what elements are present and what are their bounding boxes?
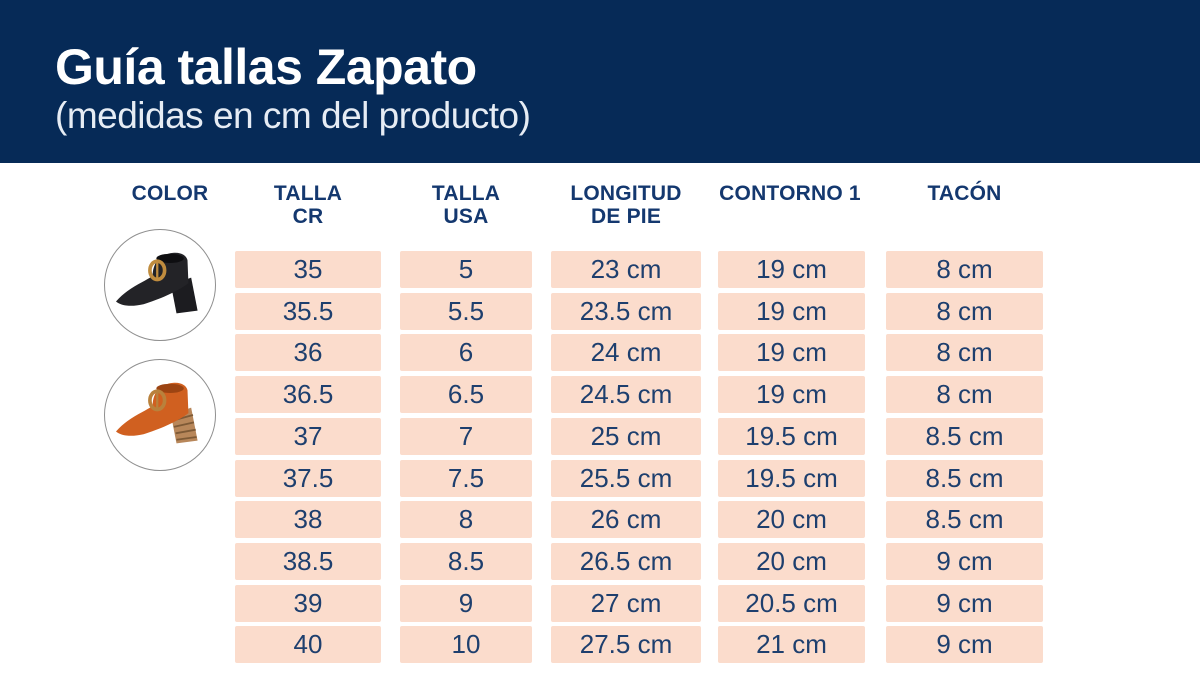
table-cell: 8.5 cm	[886, 460, 1043, 497]
table-cell: 36.5	[235, 376, 381, 413]
column-header-line: LONGITUD	[570, 182, 682, 205]
table-cell: 35.5	[235, 293, 381, 330]
table-cell: 8 cm	[886, 376, 1043, 413]
table-cell: 19.5 cm	[718, 460, 865, 497]
table-cell: 9 cm	[886, 543, 1043, 580]
table-cell: 20.5 cm	[718, 585, 865, 622]
column-header-contorno-1: CONTORNO 1	[700, 182, 880, 205]
table-cell: 8.5 cm	[886, 501, 1043, 538]
table-cell: 19 cm	[718, 293, 865, 330]
table-cell: 26 cm	[551, 501, 701, 538]
table-cell: 24.5 cm	[551, 376, 701, 413]
table-cell: 8 cm	[886, 293, 1043, 330]
black-mule-shoe-icon	[116, 252, 198, 314]
orange-mule-shoe-image	[104, 359, 216, 471]
table-cell: 25 cm	[551, 418, 701, 455]
column-header-longitud-de-pie: LONGITUD DE PIE	[551, 182, 701, 228]
orange-mule-shoe-icon	[116, 382, 198, 444]
table-cell: 27 cm	[551, 585, 701, 622]
table-cell: 38.5	[235, 543, 381, 580]
column-header-line: TALLA	[273, 182, 343, 205]
column-header-line: TACÓN	[927, 182, 1002, 205]
table-cell: 39	[235, 585, 381, 622]
table-cell: 24 cm	[551, 334, 701, 371]
table-cell: 10	[400, 626, 532, 663]
table-cell: 40	[235, 626, 381, 663]
table-cell: 36	[235, 334, 381, 371]
column-header-color: COLOR	[95, 182, 245, 205]
column-header-line: TALLA	[431, 182, 501, 205]
column-header-tacon: TACÓN	[886, 182, 1043, 205]
table-cell: 23 cm	[551, 251, 701, 288]
column-header-line: DE PIE	[590, 205, 662, 228]
table-cell: 38	[235, 501, 381, 538]
table-cell: 8.5 cm	[886, 418, 1043, 455]
table-cell: 20 cm	[718, 543, 865, 580]
table-cell: 23.5 cm	[551, 293, 701, 330]
column-header-line: CONTORNO 1	[719, 182, 861, 205]
table-cell: 6	[400, 334, 532, 371]
column-header-line: USA	[443, 205, 489, 228]
table-cell: 9 cm	[886, 626, 1043, 663]
table-cell: 21 cm	[718, 626, 865, 663]
table-cell: 37	[235, 418, 381, 455]
page-title: Guía tallas Zapato	[55, 39, 477, 95]
table-cell: 6.5	[400, 376, 532, 413]
table-cell: 8 cm	[886, 251, 1043, 288]
table-cell: 5.5	[400, 293, 532, 330]
header-text-block: Guía tallas Zapato (medidas en cm del pr…	[55, 39, 531, 137]
table-cell: 9 cm	[886, 585, 1043, 622]
table-cell: 19 cm	[718, 376, 865, 413]
table-cell: 19 cm	[718, 334, 865, 371]
black-mule-shoe-image	[104, 229, 216, 341]
column-header-talla-cr: TALLA CR	[235, 182, 381, 228]
table-cell: 37.5	[235, 460, 381, 497]
table-cell: 27.5 cm	[551, 626, 701, 663]
column-header-line: COLOR	[131, 182, 209, 205]
table-cell: 9	[400, 585, 532, 622]
table-cell: 19.5 cm	[718, 418, 865, 455]
table-cell: 7	[400, 418, 532, 455]
header-banner: Guía tallas Zapato (medidas en cm del pr…	[0, 0, 1200, 163]
table-cell: 26.5 cm	[551, 543, 701, 580]
table-cell: 7.5	[400, 460, 532, 497]
column-header-talla-usa: TALLA USA	[400, 182, 532, 228]
column-header-line: CR	[292, 205, 324, 228]
page-subtitle: (medidas en cm del producto)	[55, 95, 531, 136]
table-cell: 35	[235, 251, 381, 288]
table-cell: 20 cm	[718, 501, 865, 538]
table-cell: 5	[400, 251, 532, 288]
table-cell: 8.5	[400, 543, 532, 580]
table-cell: 25.5 cm	[551, 460, 701, 497]
table-cell: 19 cm	[718, 251, 865, 288]
table-cell: 8 cm	[886, 334, 1043, 371]
table-cell: 8	[400, 501, 532, 538]
